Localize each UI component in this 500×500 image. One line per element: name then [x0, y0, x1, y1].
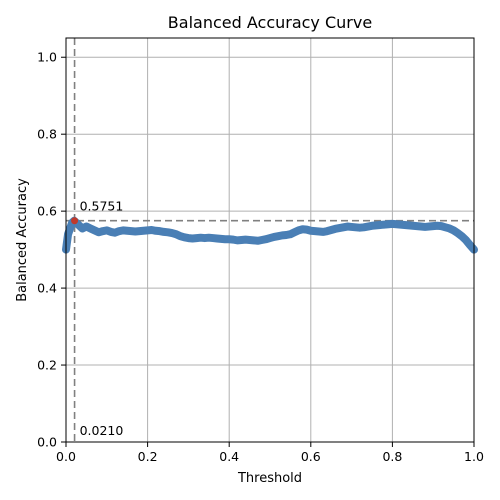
best-threshold-annotation: 0.0210: [80, 423, 124, 438]
y-tick-label: 0.6: [37, 204, 57, 219]
x-tick-label: 0.2: [138, 449, 158, 464]
x-tick-label: 0.8: [382, 449, 402, 464]
y-tick-label: 0.0: [37, 435, 57, 450]
best-accuracy-annotation: 0.5751: [80, 199, 124, 214]
y-tick-label: 0.2: [37, 358, 57, 373]
y-axis-label: Balanced Accuracy: [15, 178, 30, 302]
x-tick-label: 0.6: [301, 449, 321, 464]
y-tick-label: 0.8: [37, 127, 57, 142]
chart-title: Balanced Accuracy Curve: [168, 13, 372, 32]
y-tick-label: 1.0: [37, 50, 57, 65]
y-tick-label: 0.4: [37, 281, 57, 296]
best-threshold-marker: [71, 217, 79, 225]
x-axis-label: Threshold: [237, 471, 302, 486]
balanced-accuracy-series: [62, 216, 478, 254]
y-ticks: 0.0 0.2 0.4 0.6 0.8 1.0: [37, 50, 66, 450]
reference-lines: [66, 38, 474, 442]
x-tick-label: 0.0: [56, 449, 76, 464]
x-tick-label: 0.4: [219, 449, 239, 464]
plot-frame: [65, 37, 475, 443]
x-tick-label: 1.0: [464, 449, 484, 464]
x-ticks: 0.0 0.2 0.4 0.6 0.8 1.0: [56, 442, 484, 464]
series-layer: [62, 216, 478, 254]
annotation-layer: 0.5751 0.0210: [71, 199, 123, 438]
